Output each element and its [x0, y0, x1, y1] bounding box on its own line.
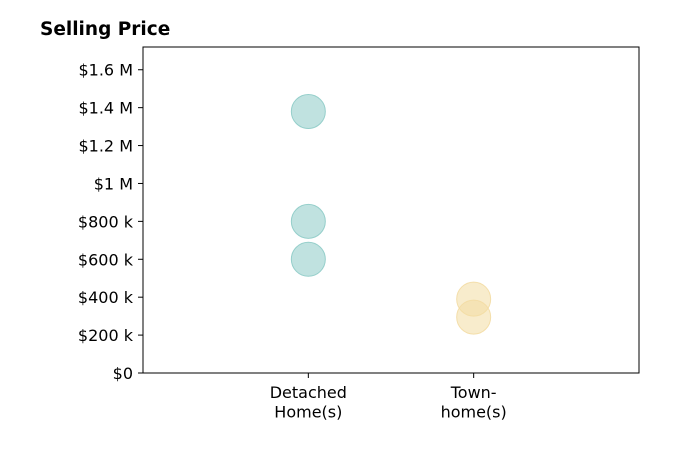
x-tick-label: Detached — [270, 383, 347, 402]
y-tick-label: $400 k — [78, 288, 134, 307]
y-tick-label: $800 k — [78, 212, 134, 231]
plot-area: $0 $200 k $400 k $600 k $800 k $1 M $1.2 M $1.4… — [78, 46, 640, 422]
y-tick-label: $1 M — [94, 174, 133, 193]
y-tick-label: $1.4 M — [78, 99, 133, 118]
y-tick-label: $1.6 M — [78, 61, 133, 80]
x-tick-label: Town- — [450, 383, 497, 402]
chart-title: Selling Price — [40, 19, 170, 40]
y-tick-label: $0 — [113, 364, 133, 383]
y-tick-label: $1.2 M — [78, 137, 133, 156]
x-tick-label: home(s) — [441, 403, 507, 422]
x-tick-label: Home(s) — [274, 403, 342, 422]
data-point — [456, 299, 492, 335]
y-tick-label: $200 k — [78, 326, 134, 345]
data-point — [290, 93, 326, 129]
y-tick-label: $600 k — [78, 250, 134, 269]
plot-frame — [142, 46, 640, 374]
data-point — [290, 241, 326, 277]
data-point — [290, 203, 326, 239]
